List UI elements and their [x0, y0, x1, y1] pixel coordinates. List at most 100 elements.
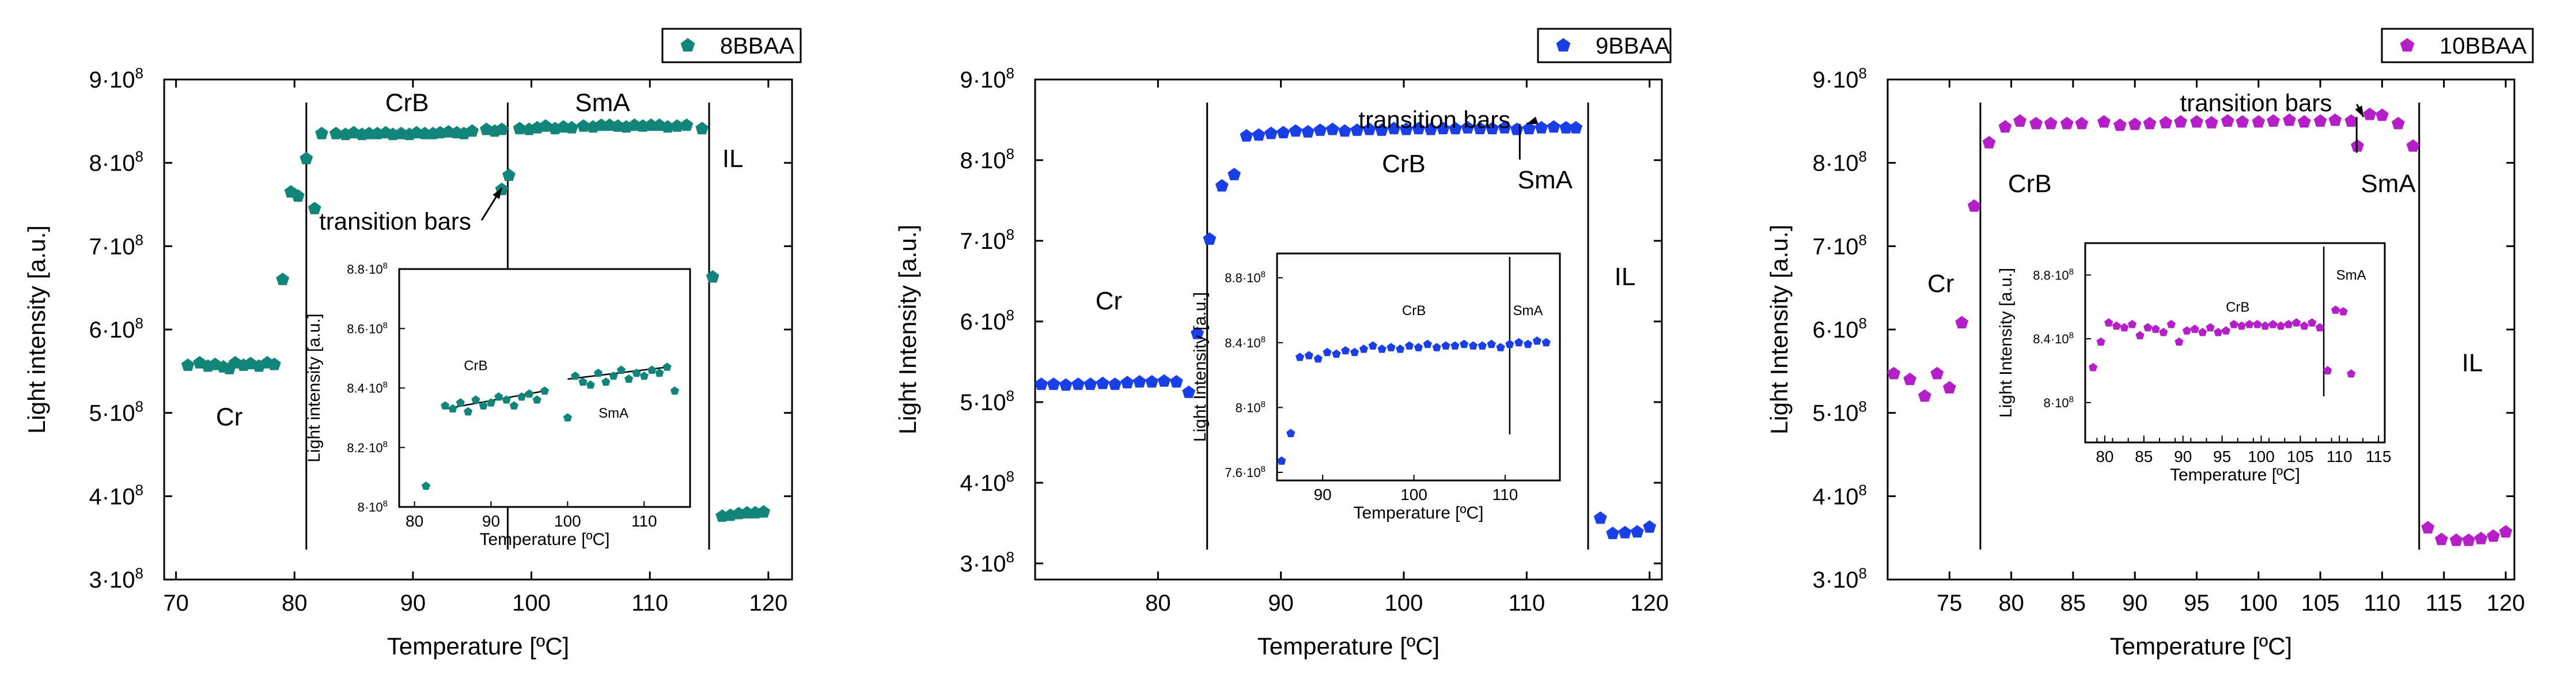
data-point: [2252, 115, 2266, 128]
data-point: [2221, 114, 2234, 127]
inset-data-point: [1286, 429, 1295, 437]
inset-data-point: [1432, 343, 1441, 351]
data-point: [695, 122, 709, 135]
inset-data-point: [2260, 321, 2270, 330]
data-point: [2113, 118, 2127, 131]
data-point: [565, 120, 578, 134]
inset-data-point: [517, 392, 526, 401]
data-point: [757, 505, 771, 518]
legend-label: 8BBAA: [720, 33, 794, 59]
inset-x-tick-label: 100: [554, 512, 581, 530]
phase-label: IL: [722, 145, 744, 173]
x-tick-label: 110: [631, 590, 668, 616]
data-point: [1325, 122, 1339, 135]
x-tick-label: 75: [1937, 590, 1963, 616]
data-point: [2487, 529, 2500, 542]
inset-y-tick-label: 8.4·108: [1225, 335, 1266, 350]
data-point: [1169, 375, 1183, 388]
y-axis-title: Light Intensity [a.u.]: [1766, 225, 1793, 434]
inset-data-point: [1524, 339, 1533, 349]
x-tick-label: 120: [749, 590, 787, 616]
data-point: [1887, 366, 1901, 380]
inset-data-point: [2198, 328, 2207, 336]
phase-label: CrB: [2008, 169, 2052, 198]
x-tick-label: 105: [2301, 590, 2340, 616]
inset-data-point: [1341, 346, 1350, 355]
inset-data-point: [1468, 341, 1478, 350]
y-tick-label: 6·108: [89, 315, 143, 343]
inset-frame: [1276, 252, 1561, 482]
data-point: [2143, 116, 2157, 130]
phase-label: Cr: [216, 403, 243, 431]
inset-data-point: [2331, 305, 2340, 314]
inset-data-point: [2308, 318, 2317, 327]
x-axis-title: Temperature [ºC]: [387, 633, 569, 660]
phase-label: CrB: [1382, 150, 1426, 178]
phase-label: SmA: [1518, 166, 1573, 194]
data-point: [2060, 116, 2074, 130]
inset-data-point: [2190, 324, 2199, 333]
data-point: [181, 358, 195, 371]
phase-label: IL: [1615, 263, 1636, 291]
phase-label: Cr: [1096, 287, 1122, 315]
inset-data-point: [2339, 307, 2348, 316]
y-tick-label: 5·108: [89, 398, 143, 426]
inset-data-point: [2151, 324, 2160, 333]
inset-y-tick-label: 7.6·108: [1225, 464, 1266, 480]
inset-data-point: [1514, 338, 1524, 347]
phase-label: SmA: [575, 89, 630, 117]
inset-data-point: [2253, 320, 2262, 328]
x-tick-label: 90: [2122, 590, 2148, 616]
data-point: [1998, 120, 2012, 133]
inset-y-tick-label: 8·108: [2044, 395, 2074, 410]
inset-data-point: [563, 413, 572, 422]
data-point: [1203, 232, 1217, 245]
data-point: [1473, 122, 1487, 135]
data-point: [1547, 120, 1560, 133]
inset-y-axis-title: Light Intensity [a.u.]: [1191, 292, 1210, 442]
inset-data-point: [1450, 341, 1460, 350]
inset-data-point: [2112, 321, 2121, 330]
inset-y-tick-label: 8.8·108: [2033, 267, 2074, 282]
inset-y-axis-title: Light Intensity [a.u.]: [1997, 268, 2016, 418]
inset-data-point: [2300, 321, 2309, 330]
data-point: [2029, 116, 2043, 130]
inset-data-point: [632, 368, 641, 377]
chart-panel-8bbaa: 70 80 90 100 110 120 3·108 4·108 5·108 6·108 7·108…: [23, 28, 802, 660]
inset-data-point: [464, 407, 473, 416]
data-point: [2044, 116, 2058, 130]
inset-x-tick-label: 90: [2174, 448, 2192, 465]
inset-x-tick-label: 110: [1492, 486, 1518, 504]
inset-data-point: [2347, 369, 2356, 378]
y-tick-label: 5·108: [1812, 398, 1867, 426]
inset-data-point: [639, 371, 649, 380]
inset-data-point: [601, 377, 611, 386]
data-point: [2204, 116, 2218, 128]
inset-data-point: [1304, 351, 1313, 359]
inset-data-point: [2143, 323, 2153, 332]
data-point: [2190, 115, 2203, 128]
inset-data-point: [2135, 331, 2145, 339]
x-axis-title: Temperature [ºC]: [2110, 633, 2292, 660]
inset-phase-label: CrB: [464, 358, 487, 374]
data-point: [2013, 114, 2026, 127]
x-tick-label: 85: [2060, 590, 2086, 616]
data-point: [465, 124, 479, 137]
inset-data-point: [1377, 344, 1387, 353]
data-point: [2267, 114, 2280, 127]
phase-label: Cr: [1927, 270, 1954, 298]
data-point: [1522, 122, 1536, 135]
inset-data-point: [525, 389, 534, 398]
data-point: [1059, 378, 1073, 391]
data-point: [1071, 377, 1085, 390]
y-tick-label: 8·108: [89, 148, 143, 176]
inset-data-point: [1460, 339, 1469, 349]
data-point: [661, 120, 675, 133]
inset-y-tick-label: 8.2·108: [347, 440, 388, 455]
inset-data-point: [1505, 339, 1514, 349]
data-point: [1132, 375, 1146, 388]
data-point: [1510, 122, 1524, 135]
data-point: [1569, 121, 1583, 134]
data-point: [1252, 128, 1266, 141]
chart-panel-10bbaa: 75 80 85 90 95 100 105 110 115 120 3·108 4·108 5·108…: [1766, 28, 2534, 660]
